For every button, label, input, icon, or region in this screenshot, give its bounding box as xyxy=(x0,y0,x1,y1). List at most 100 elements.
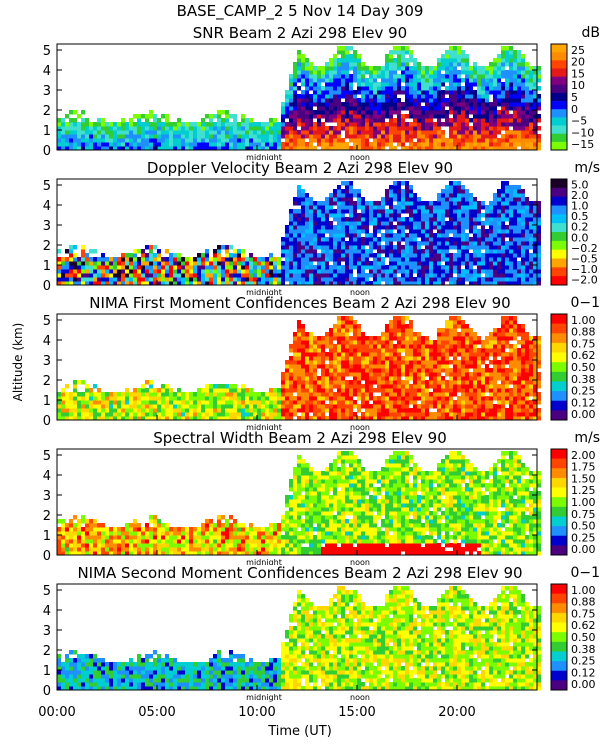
heatmap-cell xyxy=(381,348,385,353)
heatmap-cell xyxy=(149,138,153,143)
heatmap-cell xyxy=(389,344,393,349)
heatmap-cell xyxy=(389,388,393,393)
heatmap-cell xyxy=(197,130,201,135)
heatmap-cell xyxy=(217,277,221,282)
heatmap-cell xyxy=(345,122,349,127)
heatmap-cell xyxy=(397,78,401,83)
heatmap-cell xyxy=(153,273,157,278)
heatmap-cell xyxy=(373,376,377,381)
heatmap-cell xyxy=(405,261,409,266)
heatmap-cell xyxy=(529,241,533,246)
heatmap-cell xyxy=(337,209,341,214)
heatmap-cell xyxy=(321,205,325,210)
heatmap-cell xyxy=(333,324,337,329)
heatmap-cell xyxy=(349,86,353,91)
heatmap-cell xyxy=(333,328,337,333)
heatmap-cell xyxy=(325,249,329,254)
heatmap-cell xyxy=(201,126,205,131)
heatmap-cell xyxy=(497,110,501,115)
heatmap-cell xyxy=(325,392,329,397)
heatmap-cell xyxy=(393,352,397,357)
heatmap-cell xyxy=(353,146,357,151)
heatmap-cell xyxy=(505,146,509,151)
heatmap-cell xyxy=(113,130,117,135)
heatmap-cell xyxy=(537,142,541,147)
heatmap-cell xyxy=(465,241,469,246)
heatmap-cell xyxy=(361,400,365,405)
heatmap-cell xyxy=(529,102,533,107)
heatmap-cell xyxy=(465,237,469,242)
heatmap-cell xyxy=(249,118,253,123)
heatmap-cell xyxy=(141,396,145,401)
heatmap-cell xyxy=(457,138,461,143)
heatmap-cell xyxy=(189,122,193,127)
heatmap-cell xyxy=(293,102,297,107)
heatmap-cell xyxy=(353,372,357,377)
heatmap-cell xyxy=(361,404,365,409)
heatmap-cell xyxy=(73,273,77,278)
heatmap-cell xyxy=(409,237,413,242)
heatmap-cell xyxy=(357,126,361,131)
heatmap-cell xyxy=(77,269,81,274)
heatmap-cell xyxy=(513,86,517,91)
heatmap-cell xyxy=(341,94,345,99)
heatmap-cell xyxy=(177,130,181,135)
heatmap-cell xyxy=(493,82,497,87)
heatmap-cell xyxy=(301,408,305,413)
heatmap-cell xyxy=(373,90,377,95)
heatmap-cell xyxy=(309,130,313,135)
heatmap-cell xyxy=(201,130,205,135)
heatmap-cell xyxy=(457,130,461,135)
heatmap-cell xyxy=(353,261,357,266)
heatmap-cell xyxy=(333,98,337,103)
heatmap-cell xyxy=(181,416,185,421)
heatmap-cell xyxy=(365,249,369,254)
heatmap-cell xyxy=(201,269,205,274)
heatmap-cell xyxy=(293,134,297,139)
heatmap-cell xyxy=(501,237,505,242)
heatmap-cell xyxy=(413,209,417,214)
heatmap-cell xyxy=(517,66,521,71)
heatmap-cell xyxy=(121,416,125,421)
heatmap-cell xyxy=(437,253,441,258)
heatmap-cell xyxy=(385,360,389,365)
heatmap-cell xyxy=(457,102,461,107)
heatmap-cell xyxy=(401,122,405,127)
heatmap-cell xyxy=(393,146,397,151)
heatmap-cell xyxy=(521,130,525,135)
heatmap-cell xyxy=(349,412,353,417)
heatmap-cell xyxy=(369,281,373,286)
heatmap-cell xyxy=(217,404,221,409)
heatmap-cell xyxy=(493,94,497,99)
heatmap-cell xyxy=(109,257,113,262)
heatmap-cell xyxy=(469,142,473,147)
heatmap-cell xyxy=(301,388,305,393)
heatmap-cell xyxy=(333,344,337,349)
heatmap-cell xyxy=(373,94,377,99)
heatmap-cell xyxy=(533,122,537,127)
heatmap-cell xyxy=(365,348,369,353)
heatmap-cell xyxy=(205,388,209,393)
heatmap-cell xyxy=(377,253,381,258)
heatmap-cell xyxy=(209,396,213,401)
heatmap-cell xyxy=(449,245,453,250)
heatmap-cell xyxy=(181,412,185,417)
heatmap-cell xyxy=(129,396,133,401)
heatmap-cell xyxy=(465,277,469,282)
heatmap-cell xyxy=(385,372,389,377)
heatmap-cell xyxy=(101,126,105,131)
heatmap-cell xyxy=(517,118,521,123)
heatmap-cell xyxy=(105,400,109,405)
heatmap-cell xyxy=(297,142,301,147)
heatmap-cell xyxy=(433,114,437,119)
heatmap-cell xyxy=(209,257,213,262)
heatmap-cell xyxy=(349,225,353,230)
heatmap-cell xyxy=(309,146,313,151)
heatmap-cell xyxy=(401,368,405,373)
heatmap-cell xyxy=(393,110,397,115)
heatmap-cell xyxy=(413,253,417,258)
heatmap-cell xyxy=(365,233,369,238)
heatmap-cell xyxy=(517,253,521,258)
heatmap-cell xyxy=(373,146,377,151)
heatmap-cell xyxy=(345,86,349,91)
